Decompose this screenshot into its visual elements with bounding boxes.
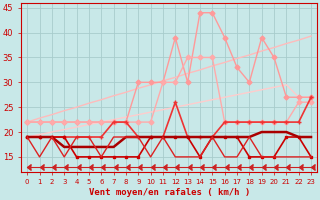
X-axis label: Vent moyen/en rafales ( km/h ): Vent moyen/en rafales ( km/h ) [89, 188, 250, 197]
